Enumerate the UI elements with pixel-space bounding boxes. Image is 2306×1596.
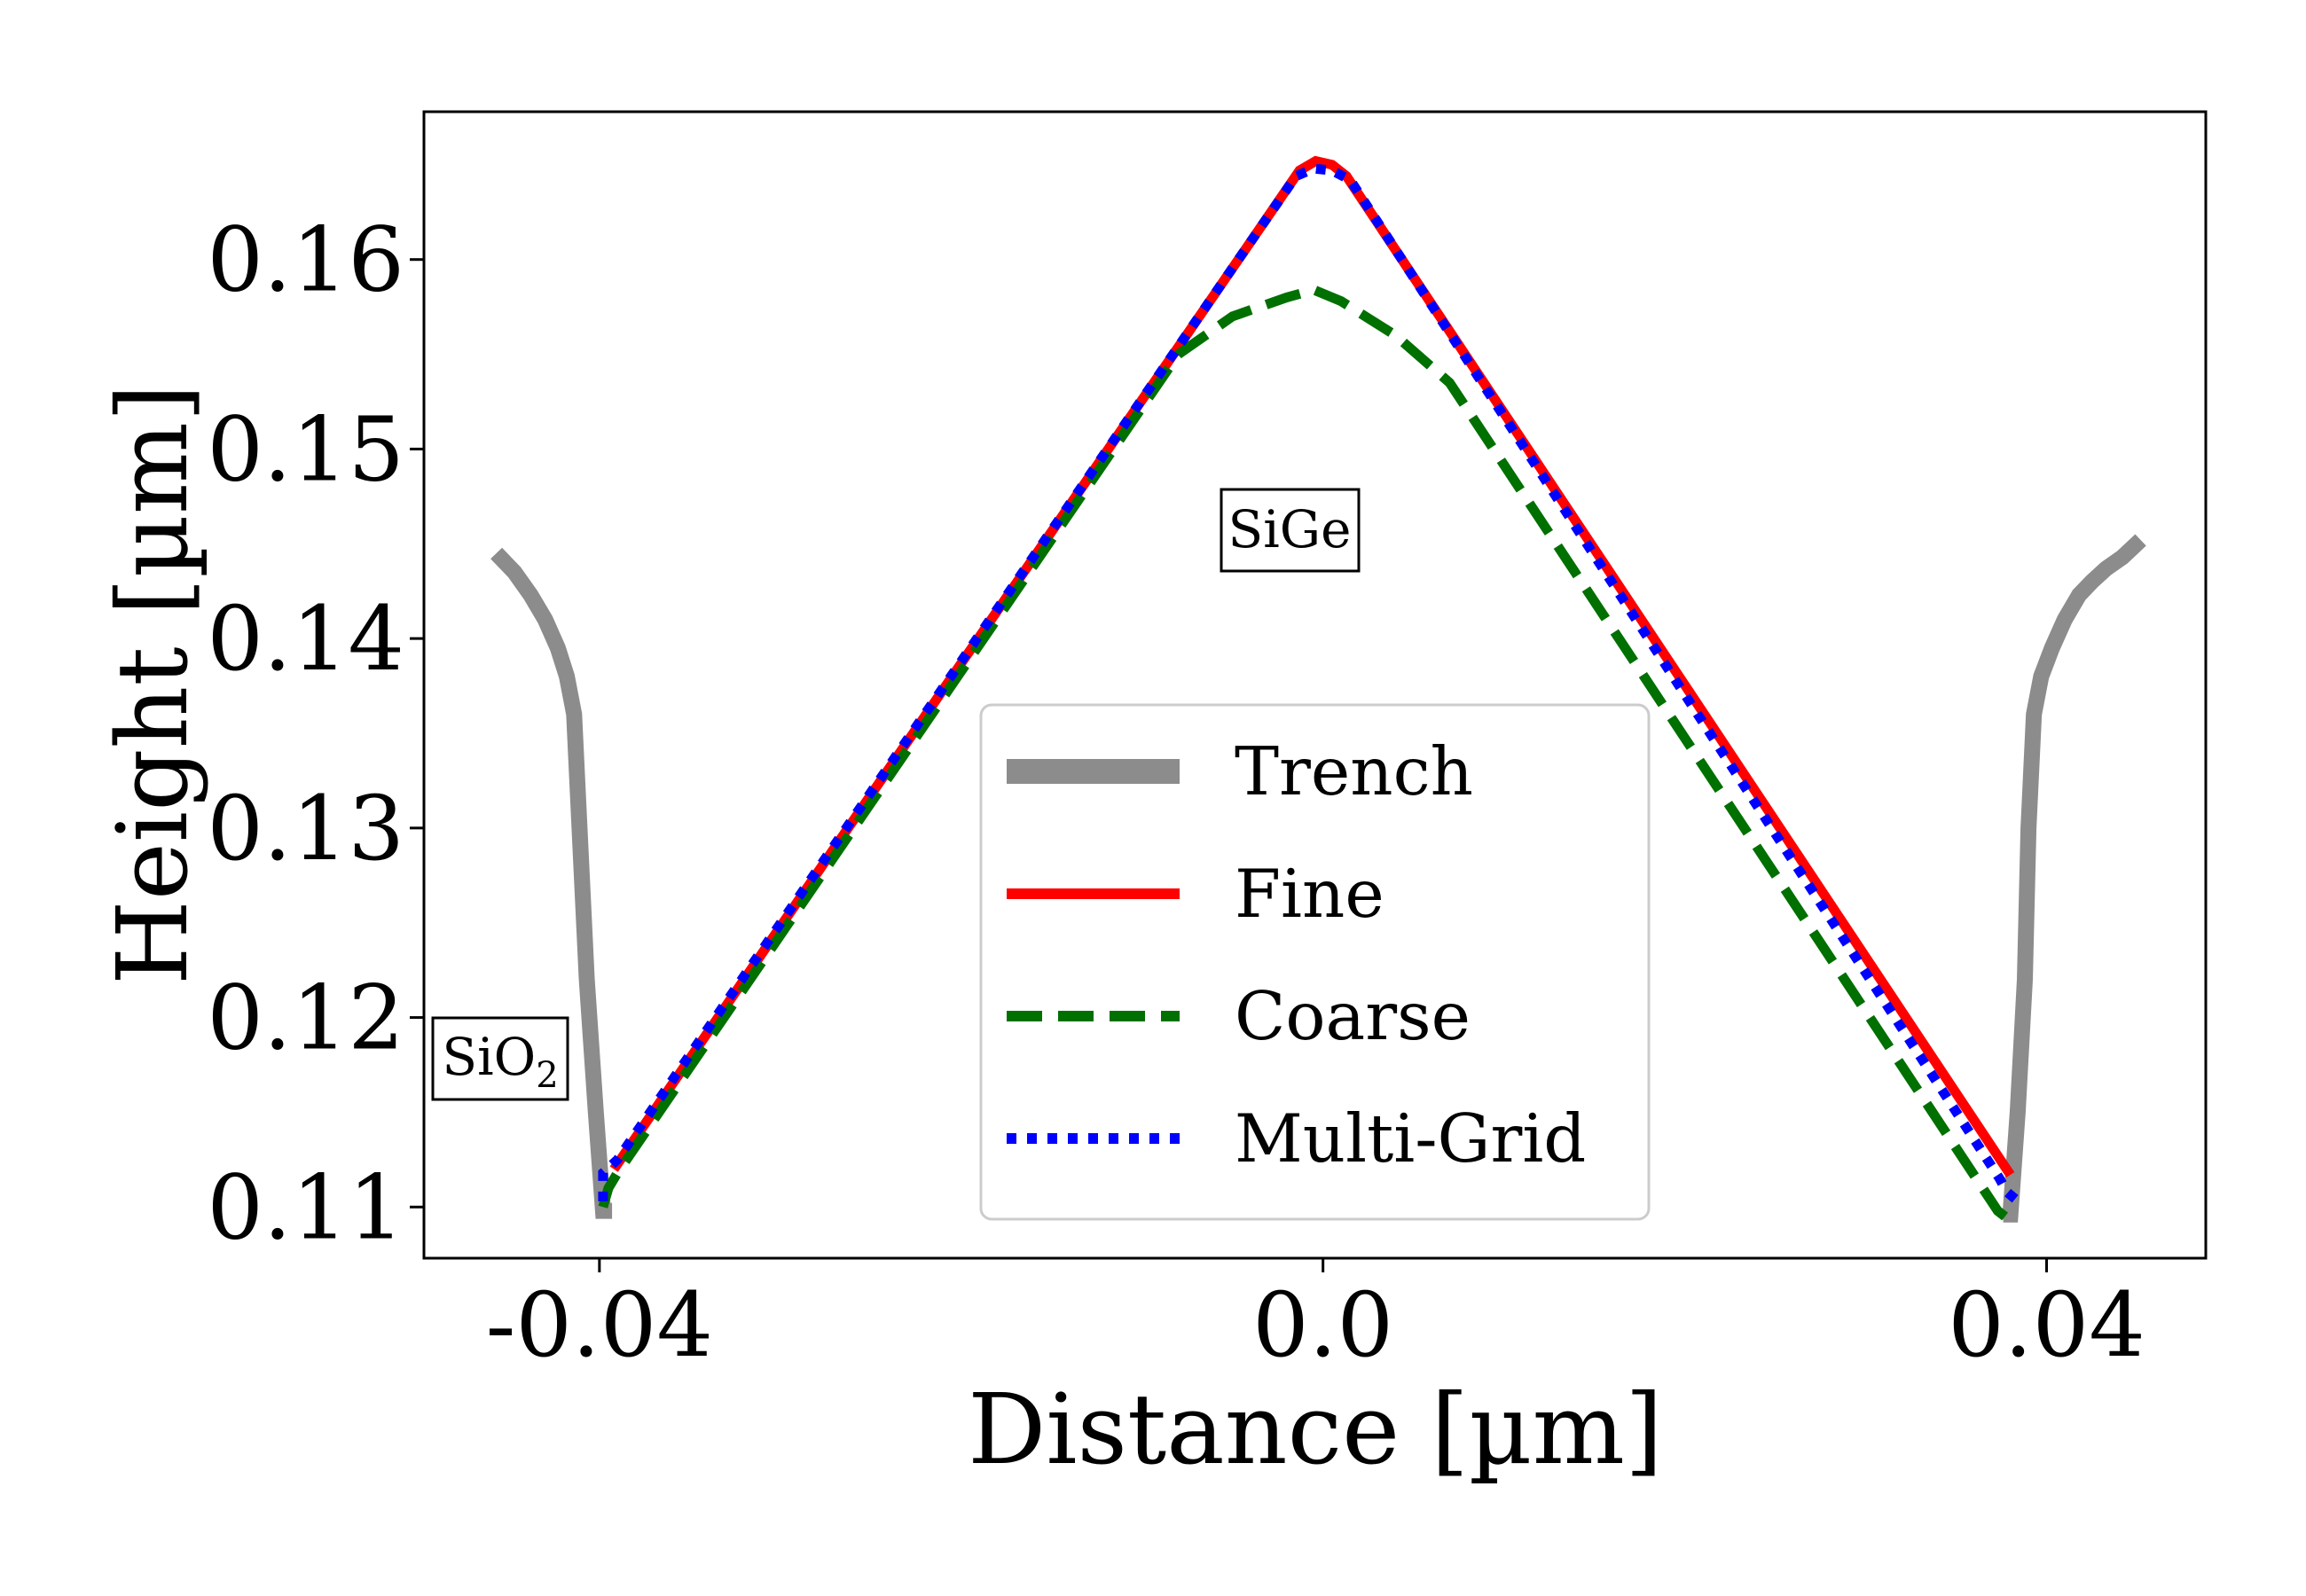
annotation-sio2-box	[431, 1016, 569, 1101]
annotation-sio2-subscript: 2	[536, 1055, 558, 1096]
x-axis-title: Distance [µm]	[968, 1373, 1663, 1486]
series-trench-line	[2002, 534, 2146, 1223]
annotation-sige-box	[1220, 488, 1361, 573]
legend-label-coarse: Coarse	[1235, 977, 1471, 1055]
y-tick-label: 0.14	[207, 587, 404, 691]
annotation-sige: SiGe	[1220, 488, 1361, 573]
y-axis-title: Height [µm]	[96, 384, 209, 985]
annotation-sige-label: SiGe	[1228, 499, 1352, 559]
y-axis: 0.11 0.12 0.13 0.14 0.15 0.16	[207, 208, 424, 1259]
plot-frame	[422, 110, 2208, 1260]
legend: Trench Fine Coarse Multi-Grid	[979, 703, 1651, 1221]
y-tick-label: 0.16	[207, 208, 404, 312]
series-coarse-line	[598, 285, 2008, 1221]
legend-box	[979, 703, 1651, 1221]
x-tick-label: -0.04	[486, 1273, 713, 1377]
y-tick-label: 0.13	[207, 777, 404, 880]
legend-label-fine: Fine	[1235, 855, 1384, 933]
x-axis: -0.04 0.0 0.04	[486, 1258, 2145, 1377]
y-tick-label: 0.12	[207, 966, 404, 1070]
x-tick-label: 0.0	[1252, 1273, 1393, 1377]
series-trench-line	[490, 547, 613, 1219]
x-tick-label: 0.04	[1948, 1273, 2145, 1377]
y-tick-label: 0.11	[207, 1155, 404, 1259]
y-tick-label: 0.15	[207, 397, 404, 501]
annotation-sio2-main: SiO	[442, 1027, 536, 1087]
annotation-sio2: SiO2	[431, 1016, 569, 1101]
legend-label-trench: Trench	[1235, 732, 1473, 810]
series-layer	[490, 155, 2146, 1223]
legend-label-multi-grid: Multi-Grid	[1235, 1099, 1586, 1177]
series-multi-grid-line	[598, 163, 2024, 1208]
annotation-sio2-label: SiO2	[442, 1027, 558, 1096]
legend-items: Trench Fine Coarse Multi-Grid	[1007, 732, 1586, 1177]
